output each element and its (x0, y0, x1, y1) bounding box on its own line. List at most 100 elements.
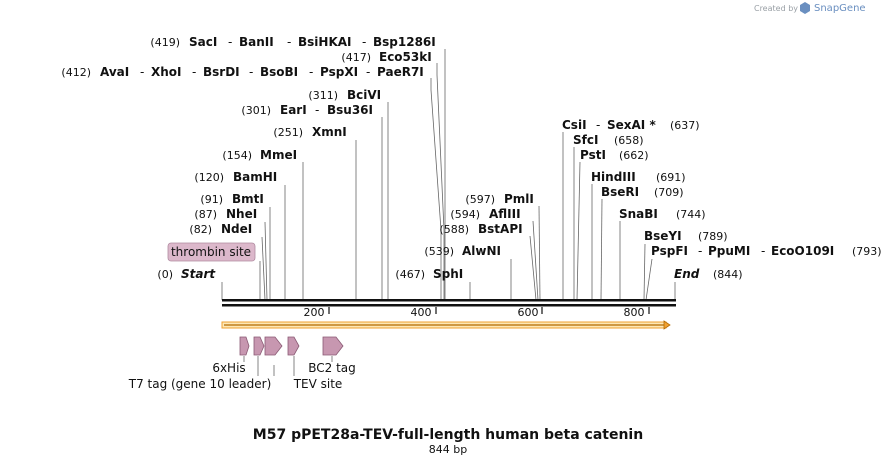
svg-text:-: - (228, 35, 232, 49)
feature-t7-tag-arrow (253, 336, 265, 356)
enzyme-label: EarI (280, 103, 307, 117)
enzyme-row-12: (539) AlwNI (424, 244, 501, 258)
feature-bc2-tag-arrow (322, 336, 344, 356)
enzyme-label: BseRI (601, 185, 639, 199)
enzyme-row-8: (91) BmtI (200, 192, 263, 206)
svg-text:Start: Start (181, 267, 216, 281)
enzyme-label: PpuMI (708, 244, 750, 258)
svg-text:(120): (120) (194, 171, 224, 184)
svg-text:End: End (674, 267, 700, 281)
enzyme-row-6: (154) MmeI (222, 148, 297, 162)
svg-text:(154): (154) (222, 149, 252, 162)
cut-line-pspfi (645, 258, 653, 301)
start-label: (0) Start (157, 267, 216, 281)
enzyme-row-2: (412) AvaI - XhoI - BsrDI - BsoBI - PspX… (61, 65, 423, 79)
cut-line-eco53ki (436, 63, 445, 300)
enzyme-label: SphI (433, 267, 463, 281)
ruler-tick-label: 800 (624, 306, 645, 319)
enzyme-row-10: (82) NdeI (189, 222, 252, 236)
enzyme-row-18: PstI (662) (580, 148, 649, 162)
enzyme-label: BseYI (644, 229, 682, 243)
svg-text:-: - (309, 65, 313, 79)
map-title: M57 pPET28a-TEV-full-length human beta c… (253, 427, 643, 443)
svg-text:(597): (597) (465, 193, 495, 206)
enzyme-label: AvaI (100, 65, 129, 79)
svg-text:(91): (91) (200, 193, 223, 206)
enzyme-label: SacI (189, 35, 217, 49)
enzyme-label: SnaBI (619, 207, 658, 221)
enzyme-label: XmnI (312, 125, 347, 139)
enzyme-label: HindIII (591, 170, 636, 184)
enzyme-label: PstI (580, 148, 606, 162)
ruler-tick-label: 200 (304, 306, 325, 319)
enzyme-row-22: BseYI (789) (644, 229, 728, 243)
feature-6xhis-arrow (239, 336, 250, 356)
enzyme-label: MmeI (260, 148, 297, 162)
enzyme-label: AlwNI (462, 244, 501, 258)
cut-line-bstapi (529, 235, 537, 301)
thrombin-site-badge: thrombin site (167, 242, 256, 262)
svg-text:(789): (789) (698, 230, 728, 243)
enzyme-row-19: HindIII (691) (591, 170, 686, 184)
feature-label-t7-tag: T7 tag (gene 10 leader) (128, 377, 272, 391)
enzyme-label: PspXI (320, 65, 358, 79)
svg-text:(744): (744) (676, 208, 706, 221)
cut-line-ndei (261, 236, 266, 301)
end-label: End (844) (674, 267, 743, 281)
cut-line-afliii (532, 220, 539, 301)
svg-text:(793): (793) (852, 245, 882, 258)
svg-text:(588): (588) (439, 223, 469, 236)
svg-text:(844): (844) (713, 268, 743, 281)
enzyme-label: BsoBI (260, 65, 298, 79)
enzyme-label: XhoI (151, 65, 182, 79)
enzyme-label: BmtI (232, 192, 264, 206)
svg-text:-: - (140, 65, 144, 79)
svg-text:-: - (596, 118, 600, 132)
enzyme-row-17: SfcI (658) (573, 133, 644, 147)
svg-text:-: - (761, 244, 765, 258)
enzyme-label: Bsu36I (327, 103, 373, 117)
svg-text:(637): (637) (670, 119, 700, 132)
credit-brand: SnapGene (814, 3, 866, 14)
enzyme-cut-lines (221, 49, 676, 301)
enzyme-label: AflIII (489, 207, 521, 221)
enzyme-label: SfcI (573, 133, 598, 147)
svg-text:thrombin site: thrombin site (171, 245, 251, 259)
feature-label-tev-site: TEV site (293, 377, 343, 391)
enzyme-label: Eco53kI (379, 50, 432, 64)
sequence-backbone (222, 299, 676, 307)
enzyme-row-15: (597) PmlI (465, 192, 533, 206)
svg-text:(691): (691) (656, 171, 686, 184)
enzyme-label: CsiI (562, 118, 587, 132)
ruler-tick-label: 600 (518, 306, 539, 319)
enzyme-label: BsrDI (203, 65, 240, 79)
enzyme-label: PspFI (651, 244, 688, 258)
enzyme-label: NdeI (221, 222, 252, 236)
enzyme-row-16: CsiI - SexAI * (637) (562, 118, 700, 132)
enzyme-row-5: (251) XmnI (273, 125, 346, 139)
cut-line-nhei (264, 221, 268, 301)
enzyme-row-21: SnaBI (744) (619, 207, 706, 221)
enzyme-row-0: (419) SacI - BanII - BsiHKAI - Bsp1286I (150, 35, 435, 49)
svg-text:-: - (249, 65, 253, 79)
enzyme-row-14: (594) AflIII (450, 207, 520, 221)
svg-text:(87): (87) (194, 208, 217, 221)
feature-label-6xhis: 6xHis (212, 361, 245, 375)
enzyme-row-9: (87) NheI (194, 207, 257, 221)
feature-tev-site-arrow (287, 336, 300, 356)
ruler: 200 400 600 800 (304, 306, 650, 319)
svg-text:(311): (311) (308, 89, 338, 102)
svg-text:(412): (412) (61, 66, 91, 79)
enzyme-row-7: (120) BamHI (194, 170, 277, 184)
enzyme-label: BstAPI (478, 222, 523, 236)
cut-line-bseyi (643, 243, 646, 301)
enzyme-label: PmlI (504, 192, 534, 206)
svg-text:(417): (417) (341, 51, 371, 64)
cut-line-avaI (430, 78, 442, 300)
enzyme-label: BciVI (347, 88, 381, 102)
svg-text:(419): (419) (150, 36, 180, 49)
enzyme-label: NheI (226, 207, 257, 221)
enzyme-row-13: (588) BstAPI (439, 222, 522, 236)
svg-text:-: - (287, 35, 291, 49)
